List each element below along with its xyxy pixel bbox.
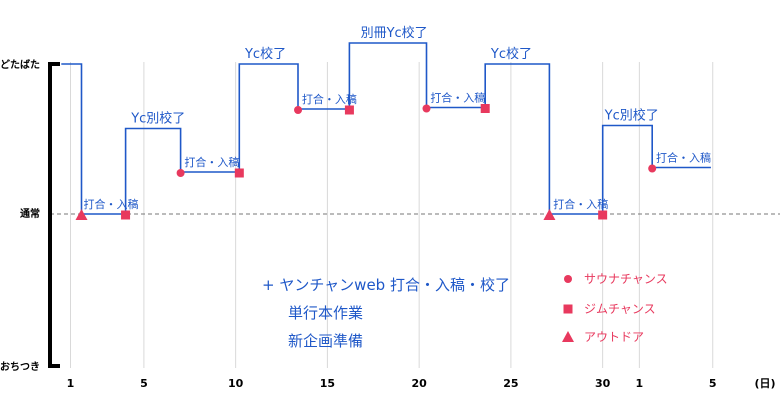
x-tick-label: 1 [636, 377, 644, 390]
x-tick-label: 5 [140, 377, 148, 390]
event-marker-square [480, 104, 490, 113]
x-tick-label: 10 [228, 377, 244, 390]
legend-marker-circle [564, 275, 572, 283]
legend-label: サウナチャンス [584, 272, 668, 286]
y-level-label: 通常 [20, 207, 40, 220]
x-unit-label: (日) [754, 377, 775, 390]
step-annotation: 打合・入稿 [656, 151, 711, 165]
x-tick-label: 15 [320, 377, 335, 390]
x-tick-label: 5 [709, 377, 717, 390]
step-annotation: 打合・入稿 [84, 197, 139, 211]
step-annotation: 打合・入稿 [553, 197, 608, 211]
step-annotation: Yc別校了 [604, 108, 659, 124]
step-annotation: Yc校了 [244, 46, 286, 62]
x-tick-label: 1 [67, 377, 75, 390]
step-annotation: Yc別校了 [130, 111, 185, 127]
event-marker-square [344, 105, 354, 115]
event-marker-square [121, 210, 131, 220]
note-text: 新企画準備 [288, 332, 363, 350]
event-marker-triangle [543, 209, 556, 220]
event-marker-square [234, 168, 244, 178]
y-level-label: おちつき [0, 361, 40, 373]
x-tick-label: 20 [411, 377, 427, 390]
legend-marker-triangle [562, 331, 574, 342]
activity-line [61, 42, 711, 215]
event-marker-circle [648, 164, 657, 173]
event-marker-circle [422, 104, 431, 113]
event-marker-circle [176, 169, 185, 177]
event-marker-circle [294, 106, 303, 114]
legend-label: アウトドア [584, 330, 644, 344]
x-tick-label: 30 [595, 377, 611, 390]
note-text: 単行本作業 [288, 304, 363, 322]
y-level-label: どたばた [0, 58, 40, 71]
legend-label: ジムチャンス [584, 302, 656, 316]
step-annotation: 打合・入稿 [302, 92, 357, 106]
event-marker-square [598, 210, 608, 220]
x-tick-label: 25 [503, 377, 518, 390]
legend-marker-square [563, 304, 573, 314]
step-annotation: Yc校了 [490, 46, 532, 62]
event-marker-triangle [75, 209, 88, 220]
step-annotation: 打合・入稿 [184, 155, 239, 169]
step-annotation: 別冊Yc校了 [361, 25, 428, 41]
step-annotation: 打合・入稿 [430, 91, 485, 105]
note-text: + ヤンチャンweb 打合・入稿・校了 [262, 276, 510, 294]
